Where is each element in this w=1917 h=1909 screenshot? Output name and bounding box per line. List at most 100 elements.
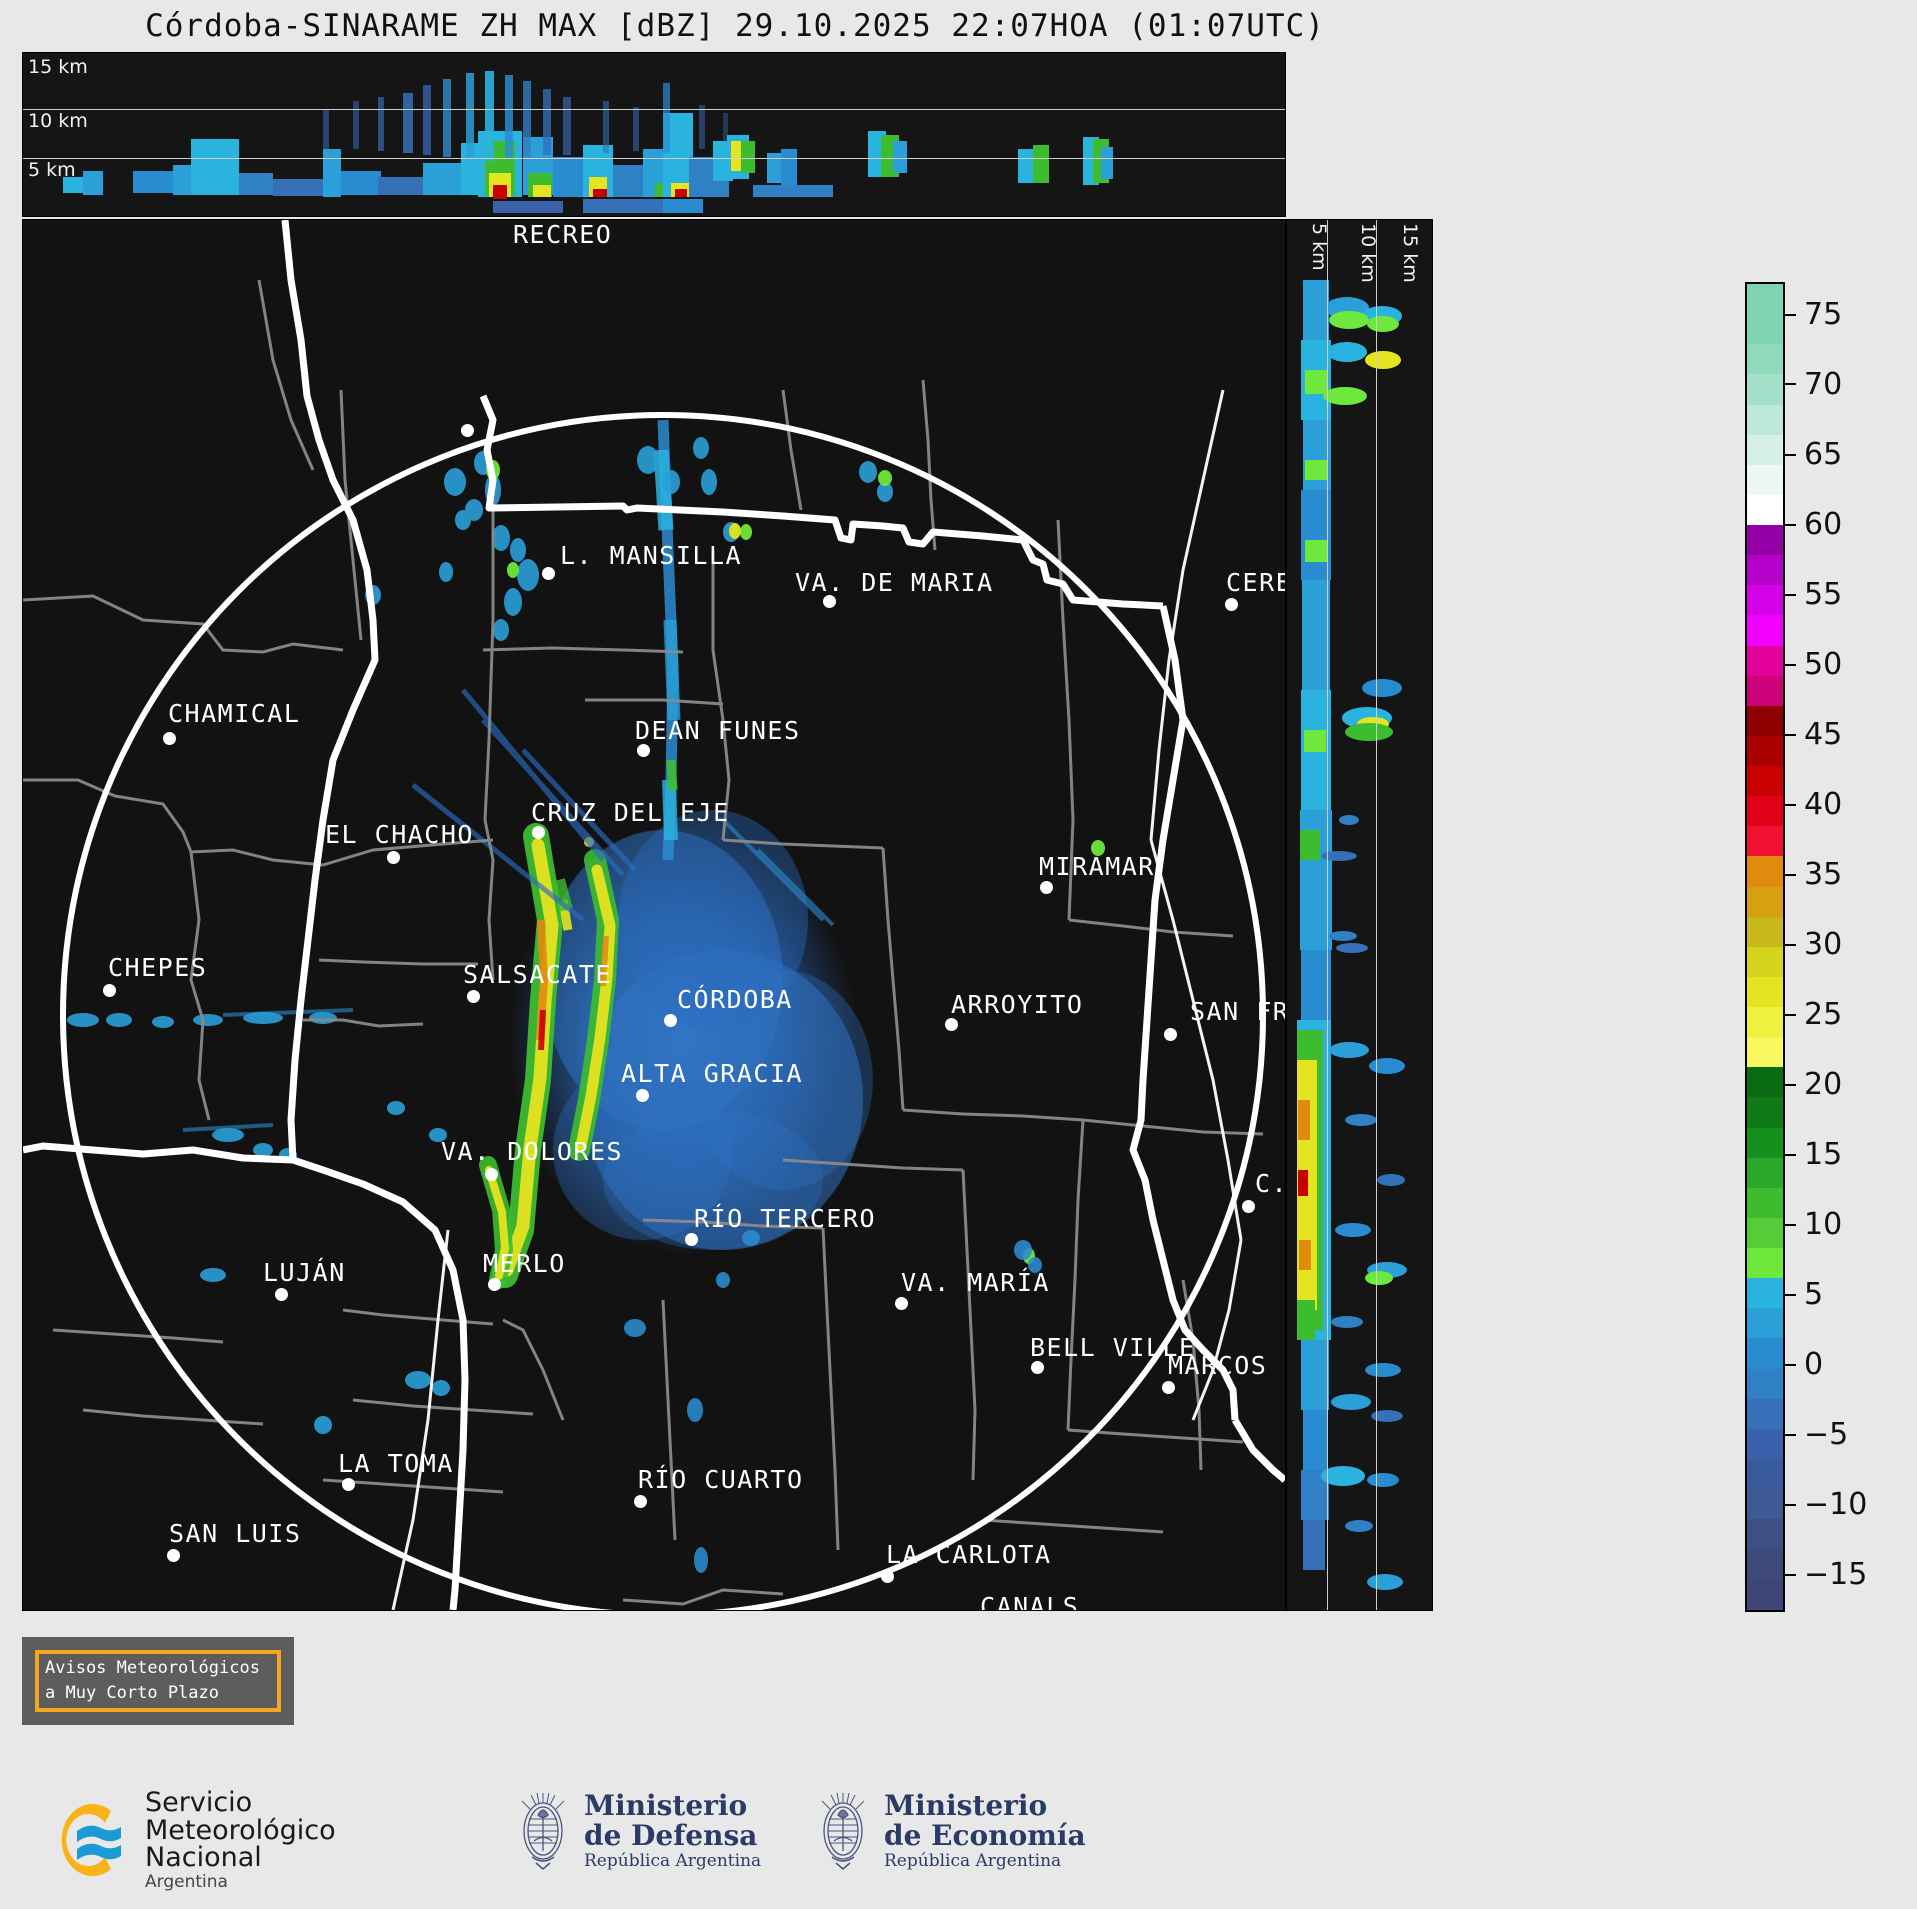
city-dot	[823, 595, 836, 608]
radar-map-panel[interactable]: RECREO L. MANSILLA VA. DE MARIA CERES CHAMIC…	[22, 219, 1286, 1611]
city-dot	[1225, 598, 1238, 611]
colorbar-tick: 60	[1785, 507, 1842, 542]
height-label-right-10km: 10 km	[1357, 223, 1379, 283]
warning-badge-inner: Avisos Meteorológicos a Muy Corto Plazo	[35, 1650, 281, 1712]
city-label: C. P	[1255, 1169, 1286, 1198]
colorbar-ticks: 75 70 65 60 55 50 45 40 35 30 25 20 15 10 5 0 −5 −10 −15	[1785, 282, 1905, 1612]
defensa-line-2: de Defensa	[584, 1818, 758, 1852]
city-dot	[485, 1168, 498, 1181]
city-label: VA. MARÍA	[901, 1268, 1050, 1297]
colorbar-tick-label: 30	[1804, 927, 1843, 962]
city-dot	[1040, 881, 1053, 894]
colorbar-tick-label: 15	[1804, 1137, 1843, 1172]
city-dot	[685, 1233, 698, 1246]
colorbar-tick-label: 10	[1804, 1207, 1843, 1242]
colorbar-tick: 10	[1785, 1207, 1842, 1242]
colorbar-tick-label: 40	[1804, 787, 1843, 822]
colorbar-segment	[1747, 1248, 1783, 1279]
colorbar-segment	[1747, 705, 1783, 736]
colorbar-tick-label: 35	[1804, 857, 1843, 892]
colorbar-segment	[1747, 1579, 1783, 1610]
height-label-right-15km: 15 km	[1399, 223, 1421, 283]
colorbar-tick: 15	[1785, 1137, 1842, 1172]
city-label: MARCOS JU	[1168, 1351, 1285, 1380]
city-dot	[1164, 1028, 1177, 1041]
city-label: SALSACATE	[463, 960, 612, 989]
colorbar-segment	[1747, 1519, 1783, 1550]
city-label: MIRAMAR	[1039, 852, 1155, 881]
cross-section-right-echoes	[1297, 280, 1407, 1590]
colorbar-segment	[1747, 1338, 1783, 1369]
colorbar-tick-label: 65	[1804, 437, 1843, 472]
city-dot	[895, 1297, 908, 1310]
colorbar-tick: 55	[1785, 577, 1842, 612]
city-dot	[461, 424, 474, 437]
cross-section-right-panel: 5 km 10 km 15 km	[1286, 219, 1433, 1611]
colorbar-tick: −10	[1785, 1487, 1867, 1522]
city-label: SAN LUIS	[169, 1519, 302, 1548]
colorbar-segment	[1747, 886, 1783, 917]
colorbar-segment	[1747, 1368, 1783, 1399]
footer: Servicio Meteorológico Nacional Argentin…	[0, 1775, 1917, 1909]
colorbar-tick: 20	[1785, 1067, 1842, 1102]
map-layers	[23, 220, 1285, 1610]
city-dot	[103, 984, 116, 997]
colorbar-segment	[1747, 344, 1783, 375]
smn-emblem-icon	[61, 1803, 121, 1876]
colorbar-segment	[1747, 1458, 1783, 1489]
height-label-10km: 10 km	[28, 110, 88, 132]
cross-section-top-panel: 15 km 10 km 5 km	[22, 52, 1286, 217]
city-dot	[1031, 1361, 1044, 1374]
colorbar-segment	[1747, 1127, 1783, 1158]
colorbar-tick: 70	[1785, 367, 1842, 402]
colorbar-segment	[1747, 374, 1783, 405]
city-label: LUJÁN	[263, 1258, 346, 1287]
smn-line-1: Servicio	[145, 1787, 253, 1818]
colorbar-segment	[1747, 1217, 1783, 1248]
city-label: L. MANSILLA	[560, 541, 743, 570]
city-dot	[636, 1089, 649, 1102]
colorbar-tick: 5	[1785, 1277, 1823, 1312]
city-dot	[167, 1549, 180, 1562]
argentina-coat-of-arms-icon	[821, 1792, 865, 1871]
colorbar-tick-label: 60	[1804, 507, 1843, 542]
city-dot	[634, 1495, 647, 1508]
height-label-5km: 5 km	[28, 159, 76, 181]
defensa-line-1: Ministerio	[584, 1789, 748, 1823]
colorbar-segment	[1747, 675, 1783, 706]
argentina-coat-of-arms-icon	[521, 1792, 565, 1871]
colorbar-segment	[1747, 1489, 1783, 1520]
city-label: RÍO CUARTO	[638, 1465, 804, 1494]
colorbar-segment	[1747, 1097, 1783, 1128]
colorbar-segment	[1747, 615, 1783, 646]
colorbar-segment	[1747, 1308, 1783, 1339]
colorbar-segment	[1747, 464, 1783, 495]
page-title: Córdoba-SINARAME ZH MAX [dBZ] 29.10.2025…	[145, 8, 1325, 44]
colorbar-segment	[1747, 1187, 1783, 1218]
colorbar-tick-label: −5	[1804, 1417, 1849, 1452]
colorbar-tick-label: 55	[1804, 577, 1843, 612]
smn-line-3: Nacional	[145, 1842, 262, 1874]
colorbar-tick: 50	[1785, 647, 1842, 682]
warning-badge[interactable]: Avisos Meteorológicos a Muy Corto Plazo	[22, 1637, 294, 1725]
colorbar-tick-label: −15	[1804, 1557, 1868, 1592]
colorbar-tick: 65	[1785, 437, 1842, 472]
city-label: CHEPES	[108, 953, 208, 982]
city-dot	[275, 1288, 288, 1301]
city-label: RECREO	[513, 220, 613, 249]
colorbar-tick: −15	[1785, 1557, 1867, 1592]
colorbar-tick: 35	[1785, 857, 1842, 892]
city-label: RÍO TERCERO	[694, 1204, 877, 1233]
colorbar-segment	[1747, 916, 1783, 947]
colorbar-segment	[1747, 1428, 1783, 1459]
city-dot	[467, 990, 480, 1003]
city-label: ALTA GRACIA	[621, 1059, 804, 1088]
city-dot	[342, 1478, 355, 1491]
smn-line-2: Meteorológico	[145, 1814, 336, 1846]
city-label: ARROYITO	[951, 990, 1084, 1019]
economia-line-3: República Argentina	[884, 1850, 1062, 1871]
colorbar-tick: 30	[1785, 927, 1842, 962]
economia-line-1: Ministerio	[884, 1789, 1048, 1823]
city-label: VA. DOLORES	[441, 1137, 624, 1166]
colorbar-segment	[1747, 434, 1783, 465]
